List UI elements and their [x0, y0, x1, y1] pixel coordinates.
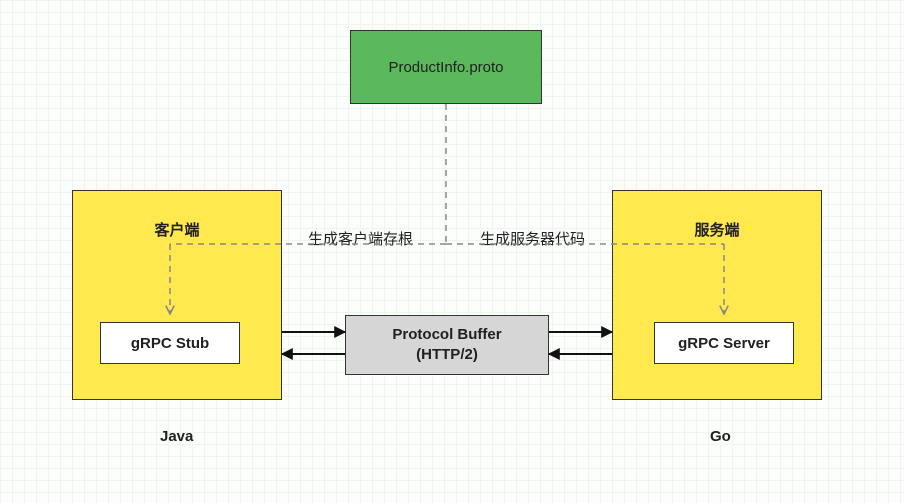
client-container-label: 客户端	[154, 219, 199, 240]
server-container-label: 服务端	[694, 219, 739, 240]
grpc-stub-box: gRPC Stub	[100, 322, 240, 364]
server-lang-label: Go	[710, 428, 731, 445]
proto-file-box: ProductInfo.proto	[350, 30, 542, 104]
protocol-buffer-line1: Protocol Buffer	[392, 325, 501, 345]
grpc-server-label: gRPC Server	[678, 335, 770, 352]
protocol-buffer-box: Protocol Buffer (HTTP/2)	[345, 315, 549, 375]
proto-file-label: ProductInfo.proto	[388, 59, 503, 76]
client-stub-gen-label: 生成客户端存根	[308, 228, 413, 249]
protocol-buffer-line2: (HTTP/2)	[392, 345, 501, 365]
client-container-box: 客户端	[72, 190, 282, 400]
grpc-stub-label: gRPC Stub	[131, 335, 209, 352]
server-container-box: 服务端	[612, 190, 822, 400]
server-code-gen-label: 生成服务器代码	[480, 228, 585, 249]
grpc-server-box: gRPC Server	[654, 322, 794, 364]
client-lang-label: Java	[160, 428, 193, 445]
